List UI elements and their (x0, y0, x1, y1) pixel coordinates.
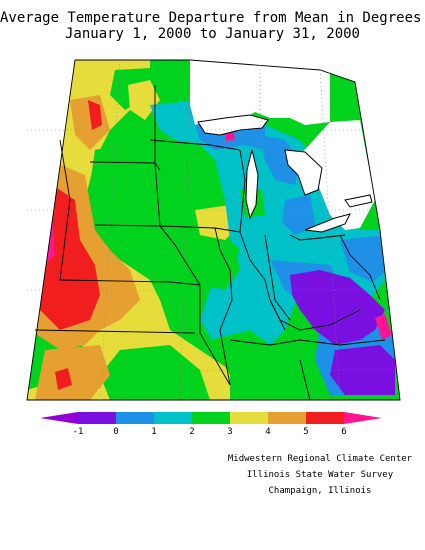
border-in-oh (264, 234, 291, 321)
zone-green-south (100, 345, 210, 400)
boundary-lines (26, 59, 401, 401)
zone-blue-east (340, 235, 388, 282)
legend-color-box (268, 412, 306, 424)
border-tn-south (299, 359, 311, 401)
border-mi-oh (289, 234, 346, 241)
credit-line3: Champaign, Illinois (268, 486, 372, 496)
zone-purple-oh-wv (290, 270, 385, 345)
zone-purple-southeast (330, 345, 395, 395)
graticule (27, 59, 398, 401)
map-title-line2: January 1, 2000 to January 31, 2000 (64, 26, 360, 42)
zone-green-n-plains (90, 140, 155, 205)
credit-line1: Midwestern Regional Climate Center (227, 454, 413, 464)
border-mt-wy (59, 139, 71, 281)
legend-tick-label: 4 (265, 427, 270, 437)
border-ks-ok (34, 329, 196, 334)
legend-tick-label: 0 (113, 427, 118, 437)
zone-blue-north-mi (260, 135, 300, 185)
lake-michigan (245, 149, 259, 220)
legend-color-box (78, 412, 116, 424)
zone-orange-sw (35, 345, 110, 400)
legend-tick-label: 1 (151, 427, 156, 437)
map-frame (26, 59, 401, 401)
legend-tick-label: 2 (189, 427, 194, 437)
border-ky-tn (229, 339, 386, 346)
legend-tick-label: 3 (227, 427, 232, 437)
map-title-line1: Average Temperature Departure from Mean … (0, 10, 425, 26)
legend-tick-label: 5 (303, 427, 308, 437)
border-oh-river (269, 299, 361, 331)
zone-green-ia (205, 245, 240, 290)
legend-color-box (116, 412, 154, 424)
border-il-mo (214, 227, 233, 386)
zone-blue-lower-mi (282, 195, 315, 235)
legend-color-box (192, 412, 230, 424)
legend-arrow-high (344, 412, 382, 424)
zone-no-data-canada (190, 60, 330, 125)
great-lakes (197, 114, 373, 233)
zone-magenta-east (375, 314, 392, 340)
zone-cyan-lakes (150, 100, 385, 360)
zone-red-north (88, 100, 102, 130)
border-mo-west (199, 285, 231, 386)
lake-erie (304, 213, 351, 233)
border-ne-ks (59, 279, 201, 286)
border-pa-wv (339, 234, 381, 301)
legend-tick-label: -1 (73, 427, 84, 437)
legend-color-box (230, 412, 268, 424)
credit-line2: Illinois State Water Survey (246, 470, 394, 480)
legend-arrow-low (40, 412, 78, 424)
border-mn-ia-north (149, 139, 241, 151)
legend-color-box (154, 412, 192, 424)
zone-red-small (55, 368, 72, 390)
lake-ontario (344, 194, 373, 208)
legend-tick-label: 6 (341, 427, 346, 437)
legend-color-box (306, 412, 344, 424)
lake-huron (284, 149, 323, 196)
